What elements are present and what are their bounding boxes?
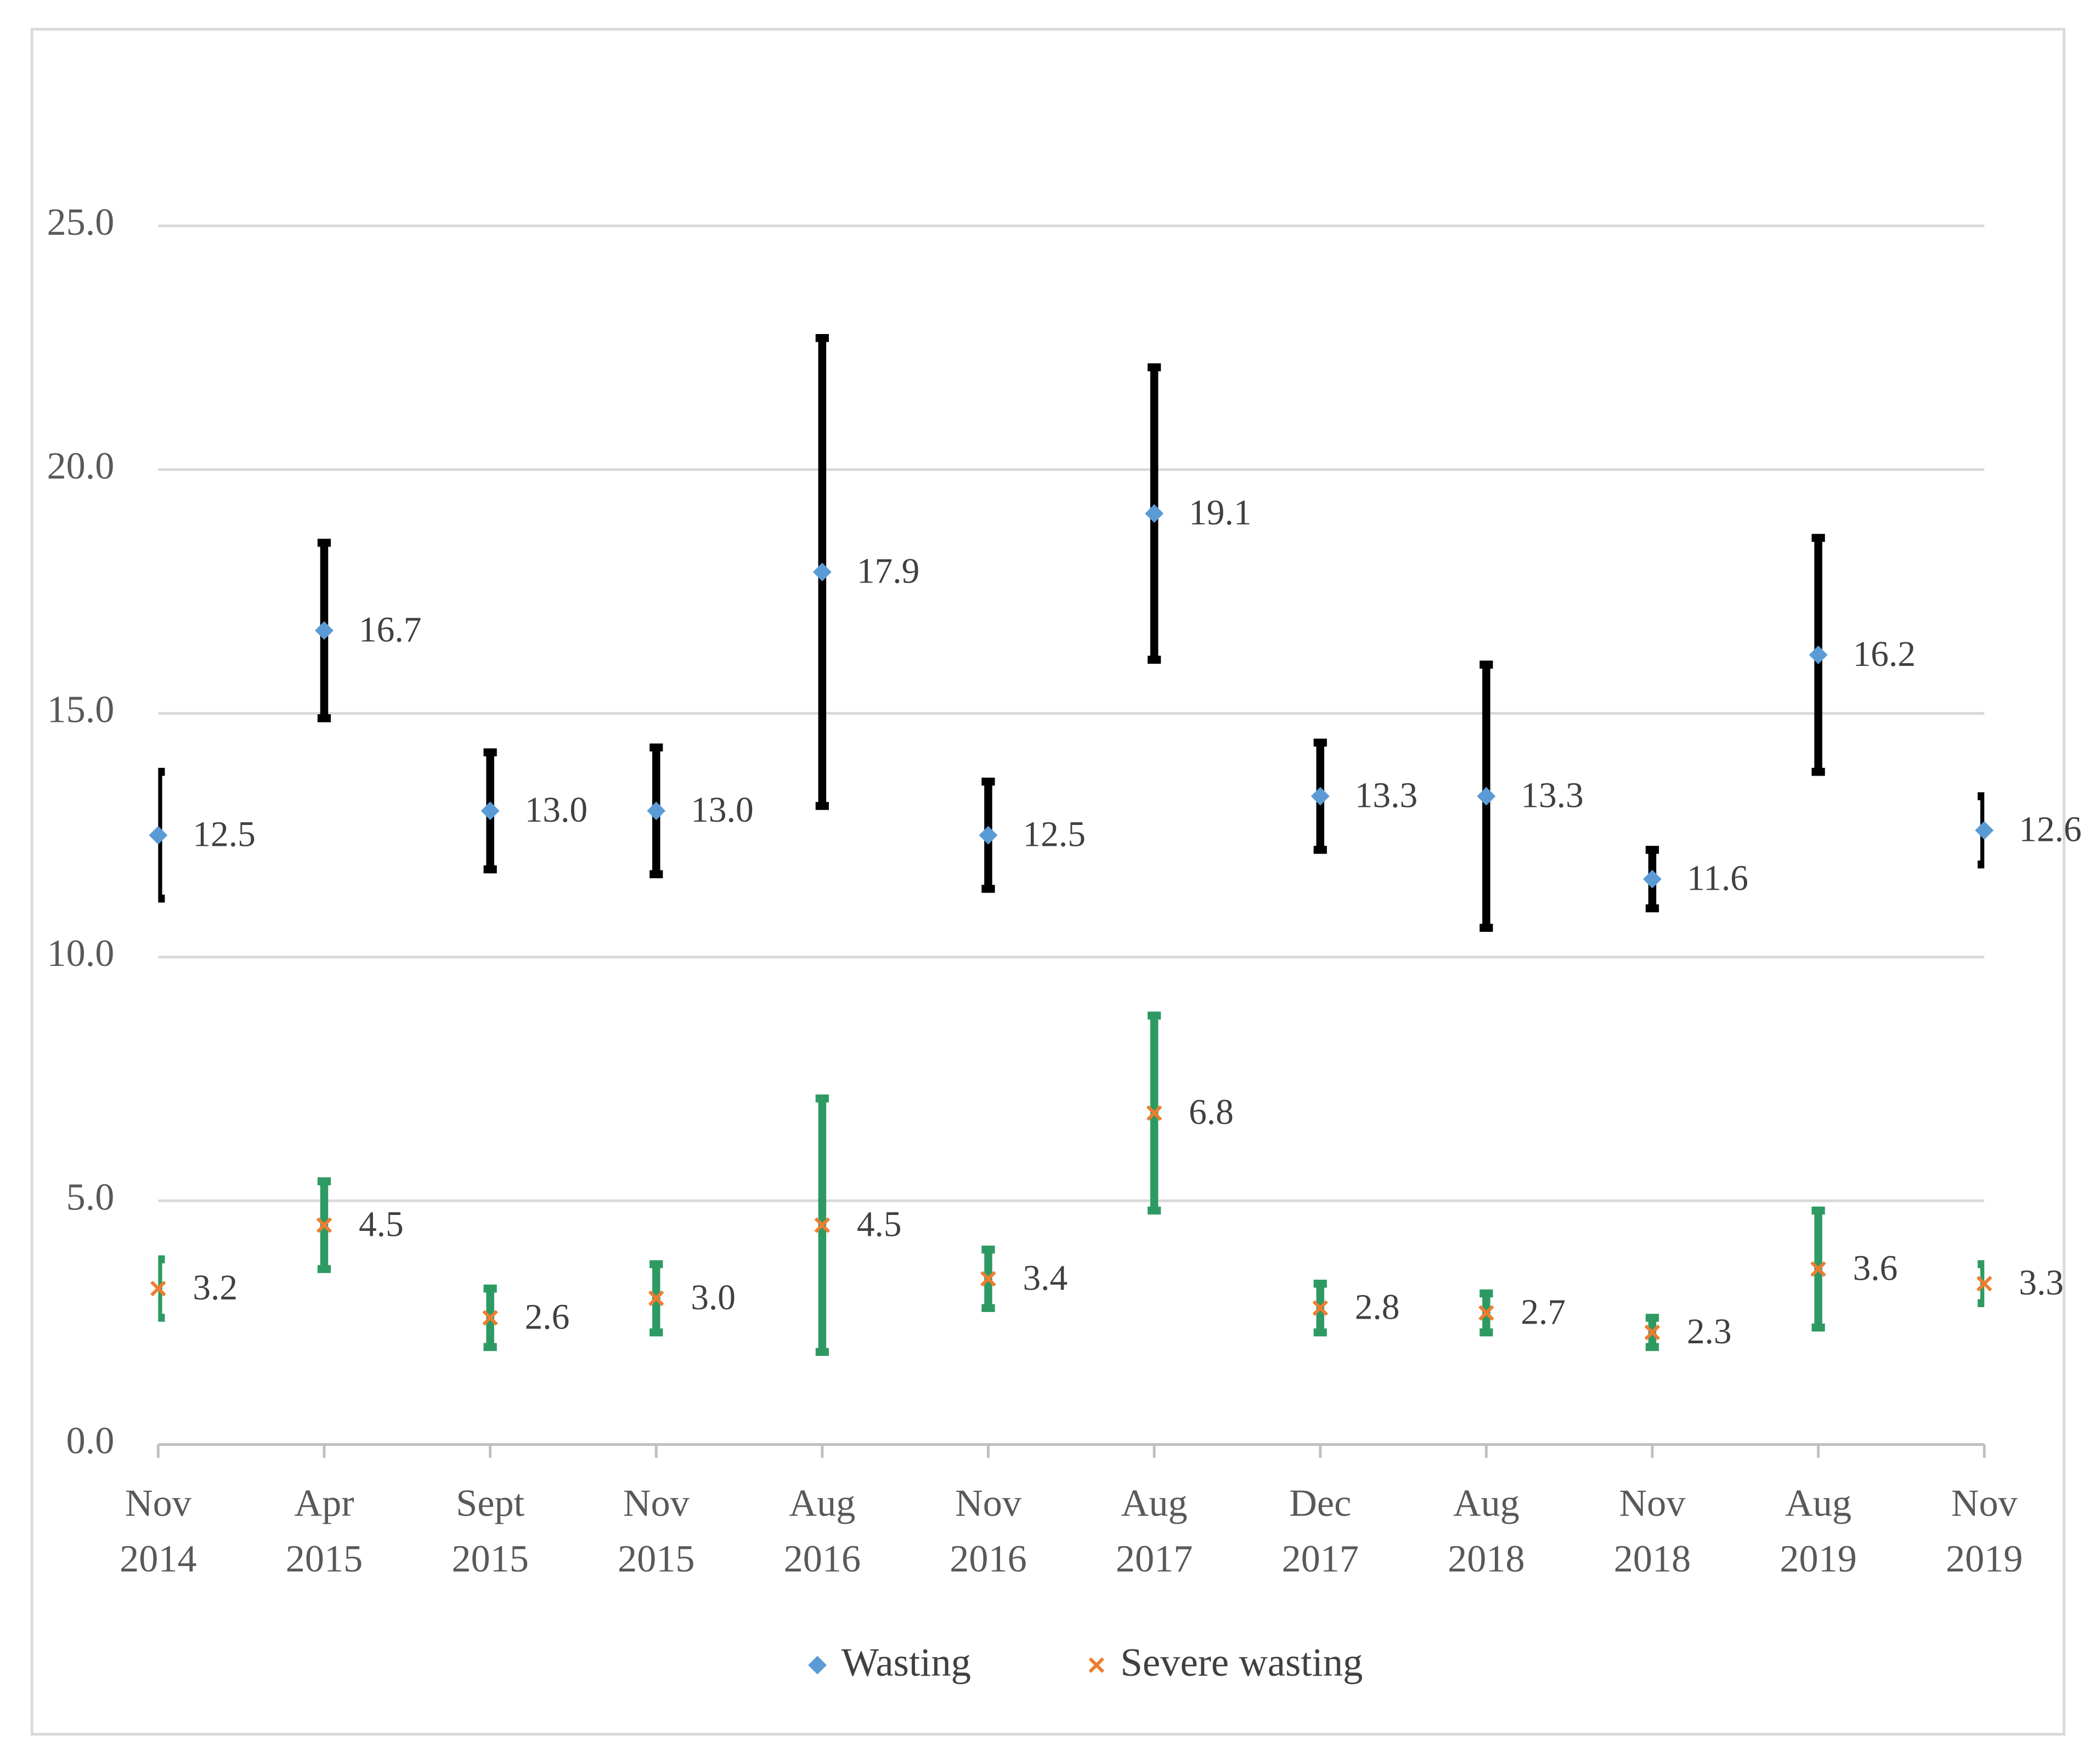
marker	[315, 621, 334, 640]
x-tick-label: Aug 2018	[1448, 1482, 1525, 1581]
data-label: 12.5	[193, 815, 255, 855]
data-label: 3.6	[1853, 1249, 1898, 1288]
x-tick-label: Apr 2015	[286, 1482, 363, 1581]
y-tick-label: 0.0	[66, 1420, 115, 1462]
marker	[980, 1271, 996, 1287]
x-tick-label: Nov 2016	[950, 1482, 1027, 1581]
data-label: 3.0	[691, 1278, 736, 1318]
marker	[1643, 869, 1662, 889]
data-label: 3.2	[193, 1268, 238, 1308]
data-label: 16.2	[1853, 635, 1916, 674]
marker	[1809, 645, 1828, 664]
x-tick-label: Aug 2016	[784, 1482, 861, 1581]
data-label: 6.8	[1189, 1093, 1234, 1132]
error-bar	[1978, 792, 1985, 869]
x-tick-label: Nov 2019	[1946, 1482, 2023, 1581]
x-tick-label: Nov 2018	[1614, 1482, 1691, 1581]
x-tick-label: Aug 2017	[1116, 1482, 1193, 1581]
data-label: 12.5	[1023, 815, 1085, 855]
marker	[1976, 1276, 1992, 1292]
data-label: 2.8	[1355, 1288, 1400, 1327]
marker	[1312, 1300, 1328, 1316]
marker	[1478, 1305, 1494, 1321]
y-tick-label: 20.0	[47, 444, 114, 487]
marker	[979, 826, 998, 845]
data-label: 2.6	[525, 1297, 570, 1337]
legend-label: Severe wasting	[1120, 1640, 1363, 1684]
marker	[648, 1290, 664, 1307]
x-tick-label: Sept 2015	[451, 1482, 529, 1581]
data-label: 13.3	[1521, 776, 1583, 815]
data-label: 13.0	[691, 790, 753, 830]
data-label: 16.7	[359, 610, 421, 649]
marker	[1145, 504, 1164, 523]
chart-border	[30, 27, 2066, 1736]
data-label: 12.6	[2019, 810, 2081, 850]
marker	[647, 801, 666, 821]
x-tick-label: Dec 2017	[1281, 1482, 1359, 1581]
x-tick-label: Aug 2019	[1780, 1482, 1857, 1581]
marker	[482, 1310, 498, 1326]
error-bar	[158, 767, 165, 903]
error-bar	[158, 1255, 165, 1322]
marker	[316, 1217, 332, 1233]
marker	[812, 562, 832, 581]
error-bar	[1978, 1260, 1985, 1308]
x-tick-label: Nov 2014	[120, 1482, 197, 1581]
data-label: 4.5	[359, 1205, 404, 1245]
data-label: 3.3	[2019, 1263, 2064, 1303]
x-tick-label: Nov 2015	[618, 1482, 694, 1581]
data-label: 17.9	[857, 552, 919, 591]
legend-marker	[1088, 1657, 1105, 1673]
marker	[814, 1217, 831, 1233]
marker	[1975, 821, 1994, 840]
marker	[1146, 1105, 1162, 1121]
marker	[1810, 1261, 1826, 1277]
data-label: 3.4	[1023, 1258, 1068, 1298]
data-label: 13.3	[1355, 776, 1417, 815]
marker	[1311, 787, 1330, 806]
data-label: 2.3	[1687, 1312, 1732, 1352]
y-tick-label: 10.0	[47, 932, 114, 975]
data-label: 19.1	[1189, 493, 1251, 533]
marker	[150, 1280, 166, 1297]
data-label: 4.5	[857, 1205, 902, 1245]
marker	[1644, 1324, 1661, 1341]
marker	[1477, 787, 1496, 806]
marker	[481, 801, 500, 821]
data-label: 2.7	[1521, 1292, 1566, 1332]
y-tick-label: 15.0	[47, 688, 114, 731]
data-label: 13.0	[525, 790, 588, 830]
legend-label: Wasting	[841, 1640, 971, 1684]
y-tick-label: 25.0	[47, 201, 114, 244]
y-tick-label: 5.0	[66, 1175, 115, 1218]
data-label: 11.6	[1687, 859, 1748, 898]
marker	[149, 826, 168, 845]
legend-marker	[808, 1655, 827, 1675]
